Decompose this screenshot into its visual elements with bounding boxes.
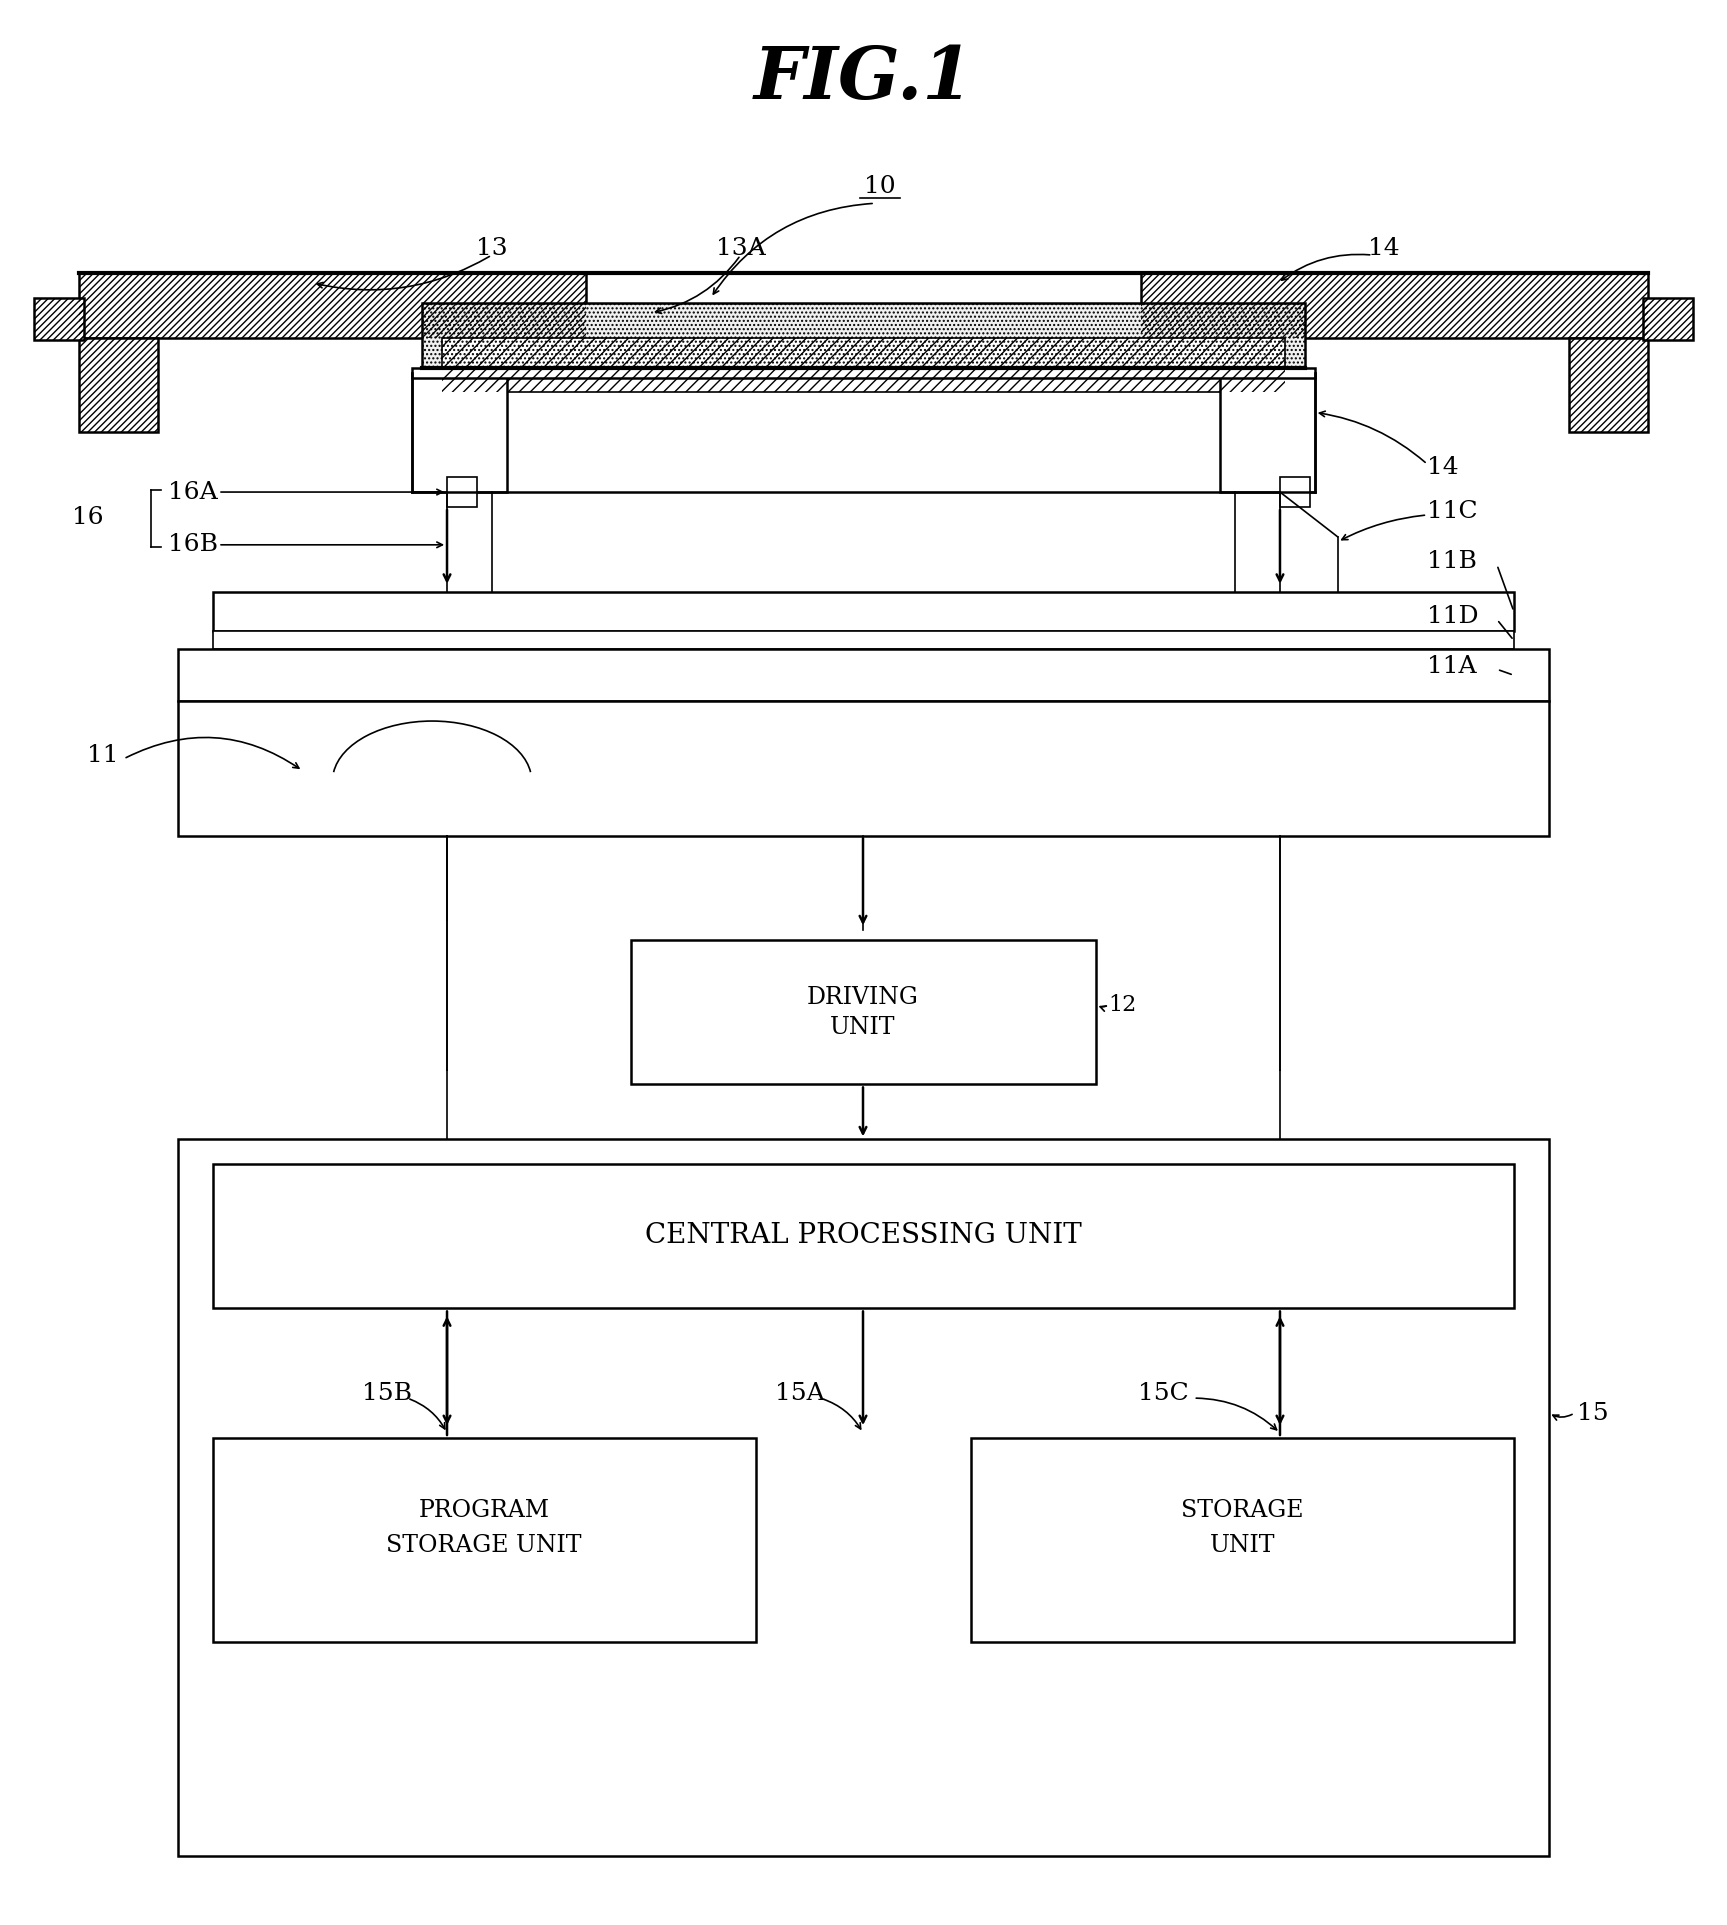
Bar xyxy=(178,1140,1549,1856)
Bar xyxy=(212,1438,755,1642)
Bar xyxy=(421,302,1306,368)
Bar xyxy=(1642,298,1692,339)
Text: 16: 16 xyxy=(73,506,104,529)
Text: DRIVING: DRIVING xyxy=(807,986,919,1009)
Text: 10: 10 xyxy=(864,175,896,198)
Text: 14: 14 xyxy=(1368,237,1399,260)
Bar xyxy=(630,939,1097,1084)
Text: 15A: 15A xyxy=(775,1382,826,1405)
Text: STORAGE UNIT: STORAGE UNIT xyxy=(387,1534,582,1557)
Text: 11D: 11D xyxy=(1427,604,1478,628)
Bar xyxy=(413,373,506,493)
Bar xyxy=(79,337,159,433)
Bar xyxy=(79,273,587,337)
Bar xyxy=(1140,273,1648,337)
Text: 13A: 13A xyxy=(715,237,765,260)
Text: 11B: 11B xyxy=(1427,551,1477,574)
Bar xyxy=(447,477,477,506)
Bar xyxy=(79,273,587,337)
Text: UNIT: UNIT xyxy=(1209,1534,1275,1557)
Bar xyxy=(1568,337,1648,433)
Bar xyxy=(178,701,1549,835)
Text: 11A: 11A xyxy=(1427,654,1477,678)
Bar xyxy=(1642,298,1692,339)
Bar xyxy=(442,337,1285,393)
Bar xyxy=(972,1438,1515,1642)
Text: 16B: 16B xyxy=(168,533,218,556)
Bar xyxy=(413,368,1314,377)
Text: PROGRAM: PROGRAM xyxy=(418,1500,549,1523)
Text: FIG.1: FIG.1 xyxy=(753,44,972,114)
Bar xyxy=(178,649,1549,701)
Bar xyxy=(212,1165,1515,1309)
Text: 15B: 15B xyxy=(363,1382,413,1405)
Bar xyxy=(1280,477,1309,506)
Text: 15: 15 xyxy=(1577,1401,1608,1424)
Bar xyxy=(421,302,1306,368)
Bar xyxy=(442,337,1285,393)
Bar xyxy=(212,631,1515,649)
Text: CENTRAL PROCESSING UNIT: CENTRAL PROCESSING UNIT xyxy=(644,1222,1081,1249)
Text: 12: 12 xyxy=(1109,993,1136,1016)
Text: 11: 11 xyxy=(86,745,119,768)
Bar xyxy=(1221,373,1314,493)
Text: STORAGE: STORAGE xyxy=(1181,1500,1304,1523)
Text: 14: 14 xyxy=(1427,456,1459,479)
Text: 13: 13 xyxy=(477,237,508,260)
Bar xyxy=(35,298,85,339)
Bar xyxy=(79,337,159,433)
Bar xyxy=(1140,273,1648,337)
Text: 15C: 15C xyxy=(1138,1382,1188,1405)
Text: UNIT: UNIT xyxy=(831,1016,896,1040)
Text: 16A: 16A xyxy=(168,481,218,504)
Bar xyxy=(212,591,1515,631)
Bar xyxy=(35,298,85,339)
Text: 11C: 11C xyxy=(1427,500,1478,524)
Bar xyxy=(1568,337,1648,433)
